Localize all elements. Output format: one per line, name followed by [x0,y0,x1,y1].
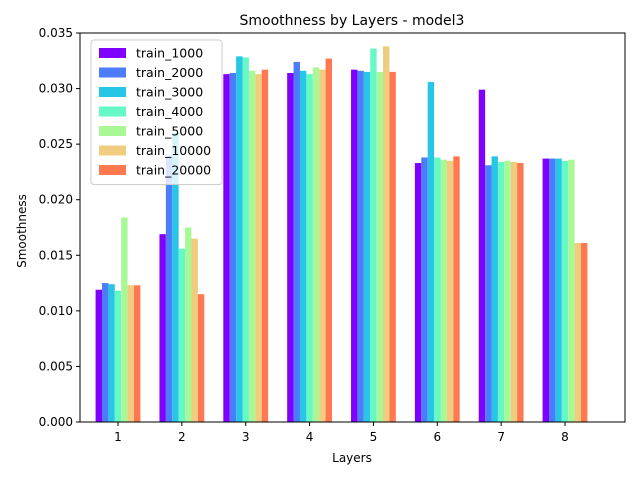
bar-train_20000-5 [389,71,396,423]
legend: train_1000 train_2000 train_3000 train_4000… [90,39,223,185]
bar-train_1000-8 [542,158,549,422]
x-tick-label-7: 7 [497,430,505,444]
bar-train_2000-7 [485,165,492,422]
bar-train_2000-5 [357,70,364,422]
legend-label-train_3000: train_3000 [136,85,203,100]
x-tick-label-2: 2 [178,430,186,444]
bar-train_2000-6 [421,157,428,423]
y-tick-label-0: 0.000 [39,415,73,429]
bar-train_1000-5 [351,69,358,423]
bar-train_5000-4 [312,67,320,422]
legend-label-train_5000: train_5000 [136,124,203,139]
bar-train_2000-2 [165,155,173,422]
legend-swatch-train_3000 [99,87,126,97]
bar-train_10000-3 [255,74,262,423]
bar-train_2000-1 [102,283,109,422]
bar-train_1000-7 [478,89,486,423]
legend-label-train_2000: train_2000 [136,65,203,80]
bar-train_3000-4 [299,70,307,422]
x-tick-label-5: 5 [370,430,378,444]
bar-train_5000-2 [185,227,192,422]
legend-label-train_10000: train_10000 [136,143,211,158]
legend-label-train_4000: train_4000 [136,104,203,119]
bar-train_1000-3 [223,74,230,423]
bar-train_5000-7 [504,160,511,422]
legend-swatch-train_4000 [99,106,126,117]
bar-train_2000-8 [549,158,556,422]
legend-swatch-train_5000 [99,126,126,136]
legend-swatch-train_20000 [99,165,126,175]
bar-train_3000-5 [363,71,371,423]
bar-train_2000-4 [293,61,300,423]
bar-train_5000-8 [568,159,575,422]
bar-train_4000-4 [306,74,313,423]
legend-label-train_20000: train_20000 [136,163,211,178]
bar-train_10000-8 [574,243,581,422]
bar-train_3000-7 [491,156,498,422]
bar-train_5000-1 [121,217,128,422]
bar-train_3000-2 [172,133,179,422]
bar-train_1000-1 [95,289,102,422]
bar-train_2000-3 [229,73,237,422]
bar-train_5000-5 [376,71,384,423]
y-axis-label: Smoothness [15,194,29,268]
bar-train_3000-1 [108,284,115,422]
x-tick-label-4: 4 [306,430,314,444]
bar-train_20000-1 [134,285,141,422]
y-tick-label-2: 0.010 [39,304,73,318]
bar-train_4000-3 [242,57,249,422]
chart-title: Smoothness by Layers - model3 [240,13,465,29]
y-tick-label-4: 0.020 [39,193,73,207]
x-tick-label-6: 6 [433,430,441,444]
y-tick-label-5: 0.025 [39,137,73,151]
legend-label-train_1000: train_1000 [136,46,203,61]
bar-train_5000-6 [440,159,447,422]
bar-train_20000-8 [581,243,588,422]
bar-train_10000-2 [191,238,198,422]
bar-train_20000-3 [261,69,269,423]
bar-train_1000-2 [159,234,166,422]
bar-train_1000-4 [287,73,294,422]
bar-train_20000-4 [325,58,332,423]
bar-train_4000-1 [114,290,122,422]
y-tick-label-3: 0.015 [39,248,73,262]
bars-layer [95,46,588,423]
bar-train_10000-5 [383,46,390,423]
y-tick-label-6: 0.030 [39,82,73,96]
bar-train_3000-6 [427,81,435,423]
legend-swatch-train_2000 [99,67,126,78]
axes-layer: 0.000 0.005 0.010 0.015 0.020 0.025 0.030 0.035… [39,26,626,444]
x-tick-label-8: 8 [561,430,569,444]
bar-train_3000-3 [236,56,243,423]
plot-frame [79,32,626,423]
y-tick-label-1: 0.005 [39,359,73,373]
bar-train_3000-8 [555,158,562,422]
bar-train_4000-2 [178,248,186,422]
x-tick-label-3: 3 [242,430,250,444]
legend-swatch-train_10000 [99,145,126,156]
y-tick-label-7: 0.035 [39,26,73,40]
x-axis-label: Layers [332,451,372,465]
bar-train_5000-3 [248,70,256,422]
bar-train_20000-6 [453,156,460,422]
bar-train_20000-2 [197,294,205,422]
bar-train_4000-7 [497,161,505,422]
bar-train_10000-1 [127,285,134,422]
bar-train_4000-5 [370,48,377,423]
legend-swatch-train_1000 [99,48,126,58]
bar-train_10000-6 [446,160,454,422]
bar-train_4000-6 [434,157,441,423]
bar-train_10000-4 [319,69,326,423]
bar-train_10000-7 [510,161,518,422]
bar-train_20000-7 [517,163,524,423]
bar-train_4000-8 [561,160,569,422]
bar-train_1000-6 [414,163,422,423]
x-tick-label-1: 1 [114,430,122,444]
